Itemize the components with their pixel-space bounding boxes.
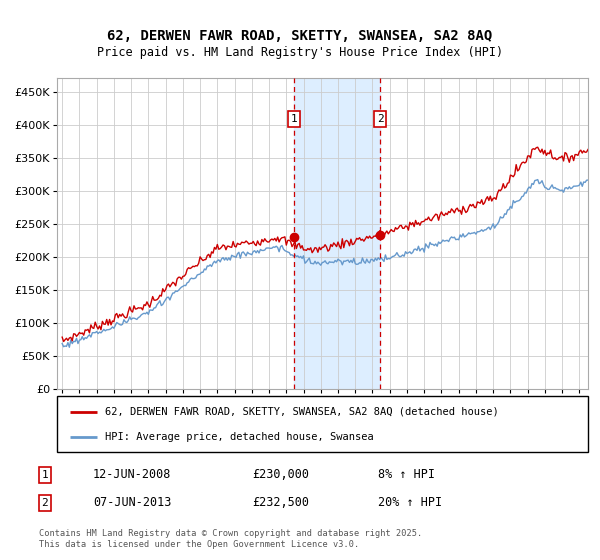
Text: Contains HM Land Registry data © Crown copyright and database right 2025.: Contains HM Land Registry data © Crown c…: [39, 529, 422, 538]
Text: 1: 1: [41, 470, 49, 480]
Text: 07-JUN-2013: 07-JUN-2013: [93, 496, 172, 510]
Text: 62, DERWEN FAWR ROAD, SKETTY, SWANSEA, SA2 8AQ (detached house): 62, DERWEN FAWR ROAD, SKETTY, SWANSEA, S…: [105, 407, 499, 417]
Text: Price paid vs. HM Land Registry's House Price Index (HPI): Price paid vs. HM Land Registry's House …: [97, 46, 503, 59]
Text: This data is licensed under the Open Government Licence v3.0.: This data is licensed under the Open Gov…: [39, 540, 359, 549]
Text: 1: 1: [290, 114, 297, 124]
Text: £230,000: £230,000: [252, 468, 309, 482]
Text: 8% ↑ HPI: 8% ↑ HPI: [378, 468, 435, 482]
FancyBboxPatch shape: [57, 396, 588, 452]
Text: 12-JUN-2008: 12-JUN-2008: [93, 468, 172, 482]
Text: 20% ↑ HPI: 20% ↑ HPI: [378, 496, 442, 510]
Text: HPI: Average price, detached house, Swansea: HPI: Average price, detached house, Swan…: [105, 432, 374, 442]
Text: 2: 2: [377, 114, 383, 124]
Bar: [294, 78, 380, 389]
Text: 2: 2: [41, 498, 49, 508]
Text: 62, DERWEN FAWR ROAD, SKETTY, SWANSEA, SA2 8AQ: 62, DERWEN FAWR ROAD, SKETTY, SWANSEA, S…: [107, 29, 493, 44]
Text: £232,500: £232,500: [252, 496, 309, 510]
